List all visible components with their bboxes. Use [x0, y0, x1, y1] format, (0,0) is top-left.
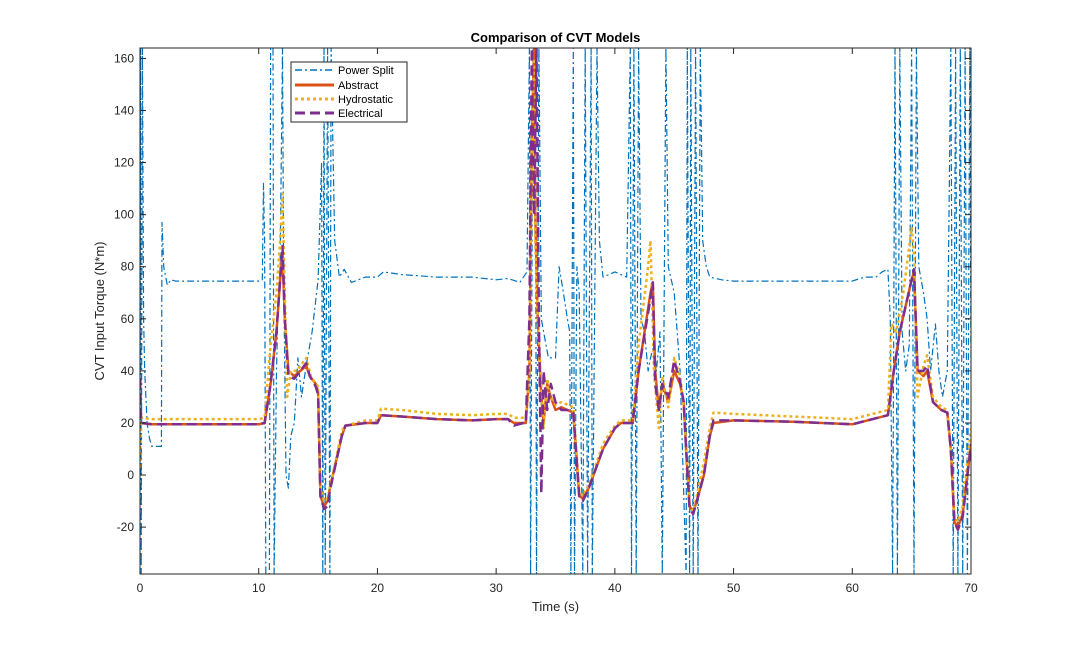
y-tick-label: 140 [114, 103, 134, 117]
legend: Power Split Abstract Hydrostatic Electri… [290, 61, 408, 123]
x-tick-label: 40 [608, 581, 622, 595]
plot-area [140, 48, 971, 574]
x-tick-label: 60 [846, 581, 860, 595]
y-tick-label: -20 [117, 520, 135, 534]
x-axis-ticks: 0 10 20 30 40 50 60 70 [137, 48, 978, 595]
y-tick-label: 80 [121, 260, 135, 274]
legend-label-power-split: Power Split [338, 65, 394, 77]
y-tick-label: 0 [127, 468, 134, 482]
y-tick-label: 160 [114, 51, 134, 65]
axes-box [139, 47, 972, 575]
x-tick-label: 20 [371, 581, 385, 595]
x-tick-label: 30 [489, 581, 503, 595]
series-line-electrical [140, 48, 971, 531]
chart-title: Comparison of CVT Models [471, 30, 641, 45]
y-tick-label: 40 [121, 364, 135, 378]
x-tick-label: 10 [252, 581, 266, 595]
x-tick-label: 70 [964, 581, 978, 595]
legend-label-hydrostatic: Hydrostatic [338, 94, 394, 106]
series-line-hydrostatic [140, 57, 971, 524]
y-tick-label: 120 [114, 156, 134, 170]
legend-label-electrical: Electrical [338, 108, 383, 120]
y-axis-ticks: -20 0 20 40 60 80 100 120 140 160 [114, 51, 971, 534]
y-tick-label: 20 [121, 416, 135, 430]
x-tick-label: 50 [727, 581, 741, 595]
y-axis-label: CVT Input Torque (N*m) [92, 242, 107, 381]
legend-label-abstract: Abstract [338, 80, 378, 92]
x-tick-label: 0 [137, 581, 144, 595]
y-tick-label: 100 [114, 208, 134, 222]
y-tick-label: 60 [121, 312, 135, 326]
series-layer [140, 48, 971, 574]
x-axis-label: Time (s) [532, 599, 579, 614]
series-line-power-split [140, 48, 971, 574]
